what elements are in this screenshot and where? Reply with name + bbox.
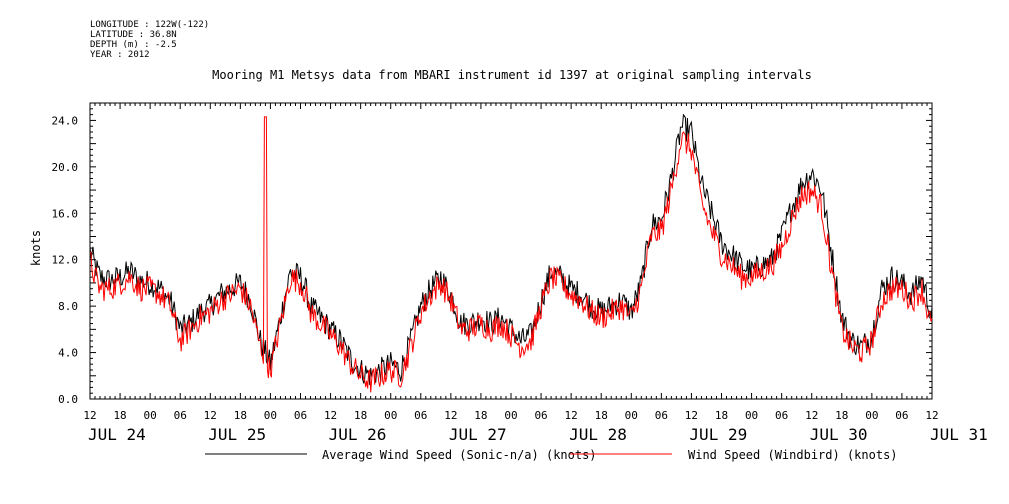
x-tick-label: 12 (444, 409, 457, 422)
y-tick-label: 0.0 (58, 393, 78, 406)
x-tick-label: 12 (204, 409, 217, 422)
latitude-text: LATITUDE : 36.8N (90, 30, 177, 40)
x-tick-label: 18 (715, 409, 728, 422)
chart-title: Mooring M1 Metsys data from MBARI instru… (212, 68, 812, 82)
x-tick-label: 00 (865, 409, 878, 422)
day-label: JUL 29 (689, 425, 747, 444)
x-tick-label: 06 (895, 409, 908, 422)
y-axis-label: knots (29, 230, 43, 266)
day-label: JUL 27 (449, 425, 507, 444)
depth-text: DEPTH (m) : -2.5 (90, 40, 177, 50)
day-labels: JUL 24 JUL 25 JUL 26 JUL 27 JUL 28 JUL 29 JUL … (88, 425, 988, 444)
x-tick-label: 12 (565, 409, 578, 422)
x-tick-label: 00 (264, 409, 277, 422)
day-label: JUL 26 (329, 425, 387, 444)
series-line-windbird (89, 116, 933, 393)
longitude-text: LONGITUDE : 122W(-122) (90, 20, 210, 30)
y-tick-label: 12.0 (52, 254, 79, 267)
day-label: JUL 30 (810, 425, 868, 444)
day-label: JUL 24 (88, 425, 146, 444)
y-tick-label: 24.0 (52, 114, 79, 127)
legend-label-sonic: Average Wind Speed (Sonic-n/a) (knots) (322, 448, 597, 462)
metadata-block: LONGITUDE : 122W(-122) LATITUDE : 36.8N … (90, 20, 209, 60)
x-tick-label: 06 (534, 409, 547, 422)
x-tick-label: 06 (174, 409, 187, 422)
series-layer (89, 113, 933, 393)
x-tick-label: 18 (474, 409, 487, 422)
day-label: JUL 25 (208, 425, 266, 444)
x-tick-label: 12 (805, 409, 818, 422)
x-tick-label: 06 (294, 409, 307, 422)
y-tick-label: 4.0 (58, 347, 78, 360)
x-tick-label: 00 (384, 409, 397, 422)
day-label: JUL 28 (569, 425, 627, 444)
x-tick-label: 12 (83, 409, 96, 422)
x-tick-label: 06 (775, 409, 788, 422)
y-tick-label: 8.0 (58, 300, 78, 313)
year-text: YEAR : 2012 (90, 50, 150, 60)
x-tick-label: 12 (324, 409, 337, 422)
x-tick-label: 12 (685, 409, 698, 422)
plot-frame (89, 102, 933, 400)
x-tick-label: 18 (234, 409, 247, 422)
x-tick-labels: 12 18 00 06 12 18 00 06 12 18 00 06 12 18 00 06 12 18 00 06… (83, 409, 938, 422)
x-tick-label: 18 (113, 409, 126, 422)
x-tick-label: 18 (835, 409, 848, 422)
x-tick-label: 12 (925, 409, 938, 422)
x-tick-label: 00 (144, 409, 157, 422)
y-tick-label: 16.0 (52, 207, 79, 220)
x-tick-label: 18 (354, 409, 367, 422)
x-tick-label: 00 (504, 409, 517, 422)
legend-label-windbird: Wind Speed (Windbird) (knots) (688, 448, 898, 462)
day-label: JUL 31 (930, 425, 988, 444)
x-tick-label: 00 (745, 409, 758, 422)
y-tick-label: 20.0 (52, 161, 79, 174)
x-tick-label: 06 (655, 409, 668, 422)
x-tick-label: 18 (595, 409, 608, 422)
x-tick-label: 00 (625, 409, 638, 422)
y-tick-labels: 0.0 4.0 8.0 12.0 16.0 20.0 24.0 (52, 114, 79, 406)
legend: Average Wind Speed (Sonic-n/a) (knots) Wi… (205, 448, 898, 462)
axis-ticks (89, 103, 933, 400)
x-tick-label: 06 (414, 409, 427, 422)
